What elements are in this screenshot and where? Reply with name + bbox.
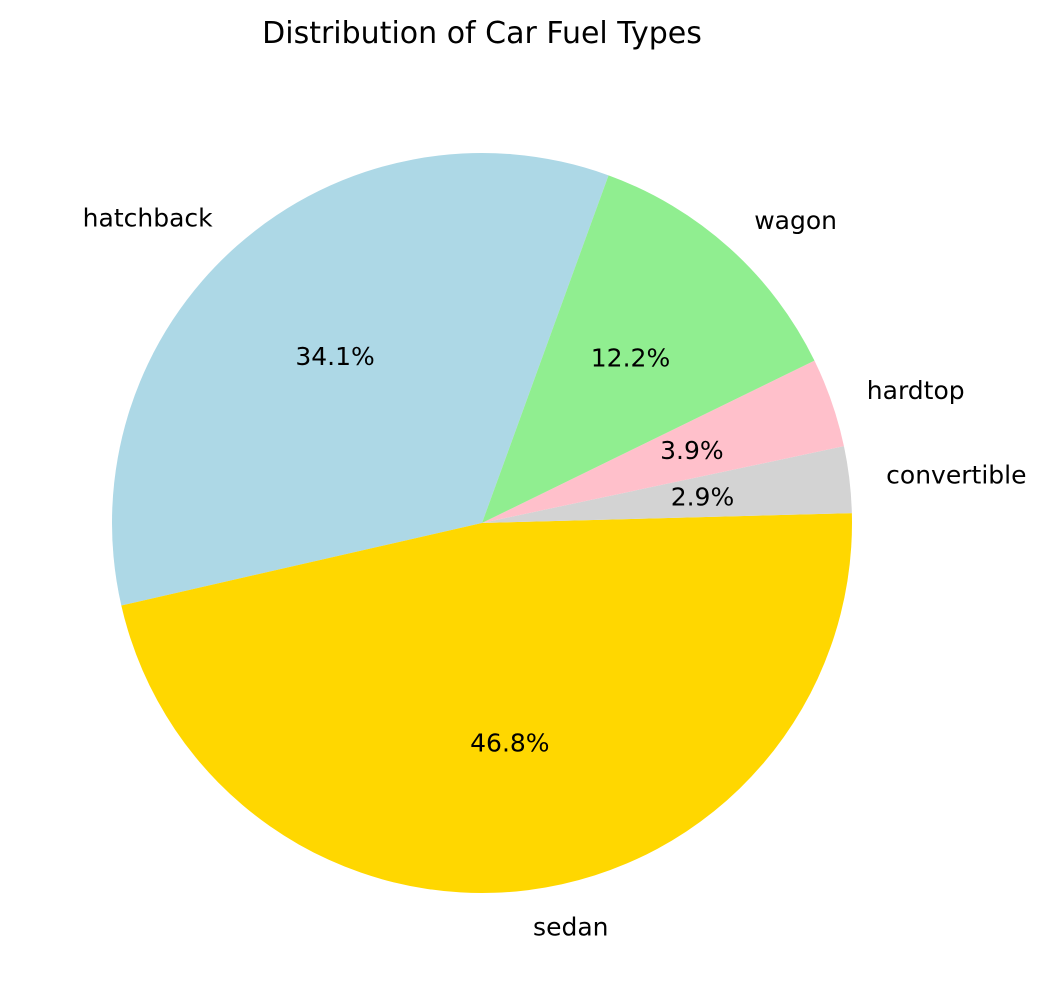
pct-label-wagon: 12.2%	[591, 343, 670, 372]
pie-slice-convertible	[482, 446, 852, 523]
pct-label-hatchback: 34.1%	[295, 342, 374, 371]
category-label-sedan: sedan	[533, 912, 608, 941]
pie-slice-hardtop	[482, 360, 844, 523]
chart-title: Distribution of Car Fuel Types	[262, 16, 702, 51]
pct-label-hardtop: 3.9%	[660, 436, 724, 465]
labels-layer: 34.1% hatchback 46.8% sedan 2.9% convertible 3…	[83, 203, 1027, 941]
pie-slice-wagon	[482, 175, 815, 524]
category-label-wagon: wagon	[754, 206, 837, 235]
category-label-hatchback: hatchback	[83, 203, 213, 232]
pie-slice-hatchback	[111, 153, 609, 606]
pct-label-sedan: 46.8%	[470, 729, 549, 758]
pct-label-convertible: 2.9%	[671, 482, 735, 511]
category-label-convertible: convertible	[886, 461, 1026, 490]
pie-slice-sedan	[121, 513, 852, 894]
category-label-hardtop: hardtop	[867, 376, 965, 405]
slices-layer	[111, 153, 852, 894]
